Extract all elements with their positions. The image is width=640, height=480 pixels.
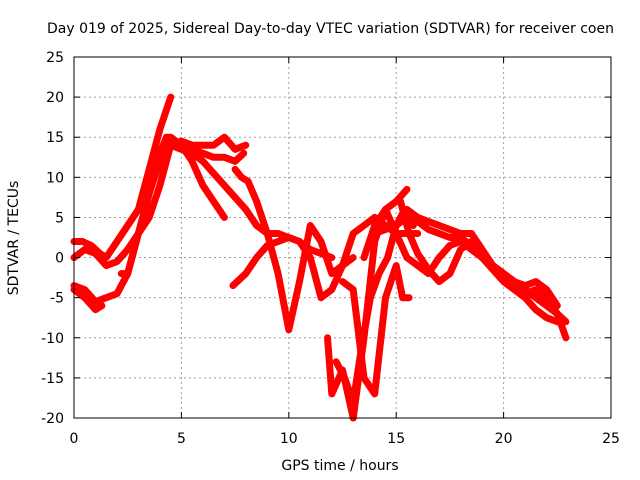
series-track-4 bbox=[70, 286, 106, 314]
series-track-2 bbox=[70, 133, 250, 270]
y-tick-labels: -20 -15 -10 -5 0 5 10 15 20 25 bbox=[41, 50, 64, 427]
series-track-7 bbox=[231, 165, 357, 334]
data-traces bbox=[70, 93, 570, 422]
y-tick-label: -5 bbox=[50, 291, 64, 307]
chart-title: Day 019 of 2025, Sidereal Day-to-day VTE… bbox=[47, 21, 614, 37]
y-tick-label: 25 bbox=[46, 50, 64, 66]
series-track-11 bbox=[339, 262, 413, 398]
y-tick-label: 0 bbox=[55, 251, 64, 267]
axis-ticks bbox=[73, 56, 612, 419]
y-tick-label: -15 bbox=[41, 371, 64, 387]
y-tick-label: 20 bbox=[46, 90, 64, 106]
x-tick-labels: 0 5 10 15 20 25 bbox=[70, 431, 620, 447]
x-tick-label: 10 bbox=[280, 431, 298, 447]
x-tick-label: 25 bbox=[602, 431, 620, 447]
y-tick-label: -20 bbox=[41, 411, 64, 427]
series-track-3 bbox=[70, 93, 175, 262]
series-track-5 bbox=[117, 137, 228, 278]
x-axis-label: GPS time / hours bbox=[281, 458, 398, 474]
x-tick-label: 15 bbox=[387, 431, 405, 447]
y-tick-label: 10 bbox=[46, 170, 64, 186]
gridlines bbox=[74, 57, 611, 418]
y-tick-label: 5 bbox=[55, 210, 64, 226]
series-track-10 bbox=[332, 205, 417, 406]
series-track-15 bbox=[403, 205, 561, 310]
series-track-1 bbox=[70, 133, 248, 306]
y-axis-label: SDTVAR / TECUs bbox=[6, 181, 22, 296]
y-tick-label: -10 bbox=[41, 331, 64, 347]
x-tick-label: 0 bbox=[70, 431, 79, 447]
plot-frame bbox=[73, 56, 612, 419]
x-tick-label: 20 bbox=[495, 431, 513, 447]
x-tick-label: 5 bbox=[177, 431, 186, 447]
y-tick-label: 15 bbox=[46, 130, 64, 146]
